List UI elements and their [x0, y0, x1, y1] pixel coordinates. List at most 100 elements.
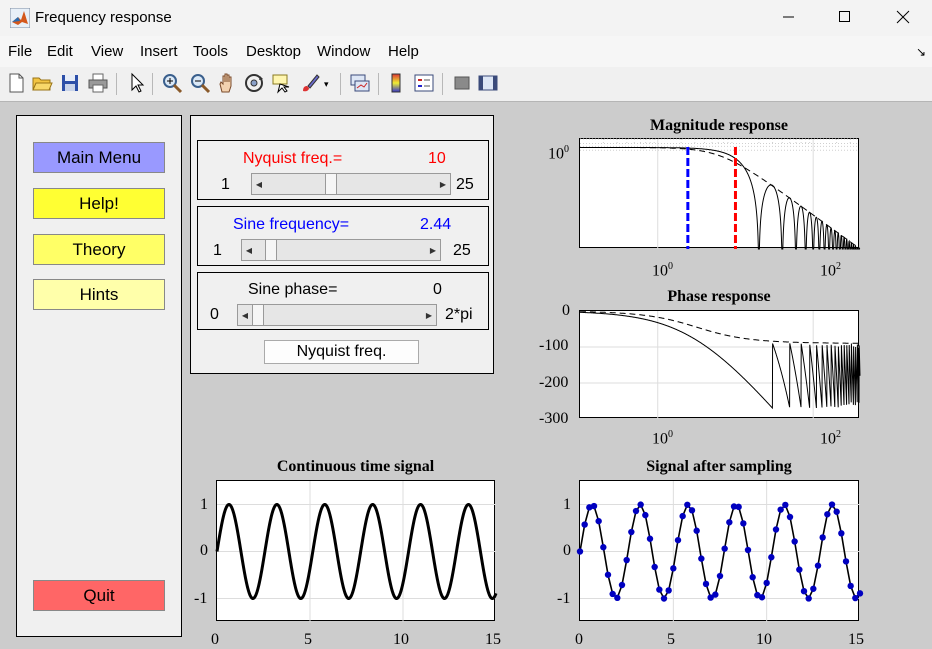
sample-point: [796, 566, 803, 573]
toolbar-separator: [116, 73, 117, 95]
slider-left-arrow-icon[interactable]: ◀: [245, 245, 253, 255]
help-button[interactable]: Help!: [33, 188, 165, 219]
sample-point: [772, 526, 780, 533]
sine-frequency-control-box: Sine frequency= 2.44 1 25 ◀ ▶: [197, 206, 489, 266]
pan-hand-icon[interactable]: [215, 71, 239, 95]
phase-xtick: 100: [652, 429, 673, 448]
magnitude-plot: [580, 138, 861, 250]
sample-point: [777, 506, 784, 513]
print-icon[interactable]: [86, 71, 110, 95]
left-menu-panel: Main Menu Help! Theory Hints Quit: [16, 115, 182, 637]
theory-button[interactable]: Theory: [33, 234, 165, 265]
new-file-icon[interactable]: [4, 71, 28, 95]
cont-ytick: 0: [200, 542, 208, 559]
sample-point: [716, 572, 724, 580]
sine-phase-slider-thumb[interactable]: [252, 305, 264, 325]
nyquist-freq-button[interactable]: Nyquist freq.: [264, 340, 419, 364]
sample-point: [744, 546, 752, 554]
menu-tools[interactable]: Tools: [193, 43, 229, 60]
menu-view[interactable]: View: [91, 43, 124, 60]
sampled-title: Signal after sampling: [646, 458, 792, 475]
continuous-title: Continuous time signal: [276, 458, 435, 475]
sample-point: [656, 586, 663, 593]
sine-frequency-slider-thumb[interactable]: [265, 240, 278, 260]
sample-point: [749, 574, 756, 581]
link-plot-icon[interactable]: [348, 71, 372, 95]
menu-window[interactable]: Window: [317, 43, 371, 60]
sample-point: [768, 554, 775, 561]
sample-point: [679, 512, 686, 520]
cont-ytick: -1: [194, 590, 208, 607]
sample-point: [810, 585, 817, 592]
phase-title: Phase response: [667, 288, 771, 305]
menu-edit[interactable]: Edit: [47, 43, 73, 60]
minimize-button[interactable]: [760, 0, 818, 34]
zoom-in-icon[interactable]: [160, 71, 184, 95]
close-icon: [896, 10, 910, 24]
hide-plot-tools-icon[interactable]: [450, 71, 474, 95]
data-cursor-icon[interactable]: [270, 71, 294, 95]
quit-button[interactable]: Quit: [33, 580, 165, 611]
sample-point: [726, 519, 733, 526]
sine-phase-label: Sine phase=: [248, 281, 338, 298]
maximize-icon: [839, 11, 850, 22]
nyquist-label: Nyquist freq.=: [243, 150, 343, 167]
brush-dropdown-icon[interactable]: ▾: [324, 79, 329, 89]
menu-desktop[interactable]: Desktop: [246, 43, 302, 60]
slider-right-arrow-icon[interactable]: ▶: [439, 179, 447, 189]
colorbar-icon[interactable]: [384, 71, 408, 95]
phase-xtick: 102: [820, 429, 841, 448]
sample-point: [782, 501, 789, 509]
sample-point: [838, 530, 845, 537]
rotate-3d-icon[interactable]: [242, 71, 266, 95]
sine-phase-slider[interactable]: ◀ ▶: [237, 304, 437, 326]
menu-file[interactable]: File: [8, 43, 33, 60]
dock-arrow-icon[interactable]: ↘: [915, 45, 926, 59]
show-plot-tools-icon[interactable]: [476, 71, 500, 95]
sample-point: [628, 528, 635, 536]
slider-left-arrow-icon[interactable]: ◀: [255, 179, 263, 189]
nyquist-slider[interactable]: ◀ ▶: [251, 173, 451, 195]
close-button[interactable]: [874, 0, 932, 34]
open-folder-icon[interactable]: [30, 71, 54, 95]
sample-point: [800, 587, 808, 595]
toolbar-separator: [378, 73, 379, 95]
samp-ytick: 0: [563, 542, 571, 559]
menu-help[interactable]: Help: [388, 43, 419, 60]
sine-phase-value: 0: [433, 281, 442, 298]
mag-xtick: 102: [820, 261, 841, 280]
main-menu-button[interactable]: Main Menu: [33, 142, 165, 173]
brush-icon[interactable]: [298, 71, 322, 95]
cont-xtick: 5: [304, 631, 312, 648]
sample-point: [791, 538, 798, 545]
sample-point: [665, 587, 672, 594]
sample-point: [852, 594, 859, 602]
samp-xtick: 10: [756, 631, 772, 648]
sine-frequency-slider[interactable]: ◀ ▶: [241, 239, 441, 261]
sample-point: [637, 501, 644, 508]
save-icon[interactable]: [58, 71, 82, 95]
sampled-axes: [576, 480, 864, 622]
samp-xtick: 5: [667, 631, 675, 648]
sample-point: [819, 534, 826, 541]
legend-icon[interactable]: [412, 71, 436, 95]
slider-right-arrow-icon[interactable]: ▶: [425, 310, 433, 320]
sample-point: [763, 579, 770, 587]
maximize-button[interactable]: [816, 0, 874, 34]
zoom-out-icon[interactable]: [188, 71, 212, 95]
nyquist-slider-thumb[interactable]: [325, 174, 338, 194]
cont-xtick: 15: [485, 631, 501, 648]
magnitude-series: [580, 147, 860, 250]
mag-xtick: 100: [652, 261, 673, 280]
pointer-icon[interactable]: [124, 71, 148, 95]
slider-left-arrow-icon[interactable]: ◀: [241, 310, 249, 320]
hints-button[interactable]: Hints: [33, 279, 165, 310]
sample-point: [660, 595, 668, 602]
sampled-plot: [576, 481, 864, 622]
menu-insert[interactable]: Insert: [140, 43, 178, 60]
samp-ytick: -1: [557, 590, 571, 607]
toolbar-separator: [152, 73, 153, 95]
magnitude-title: Magnitude response: [650, 117, 788, 134]
slider-right-arrow-icon[interactable]: ▶: [429, 245, 437, 255]
title-bar: Frequency response: [0, 0, 932, 36]
